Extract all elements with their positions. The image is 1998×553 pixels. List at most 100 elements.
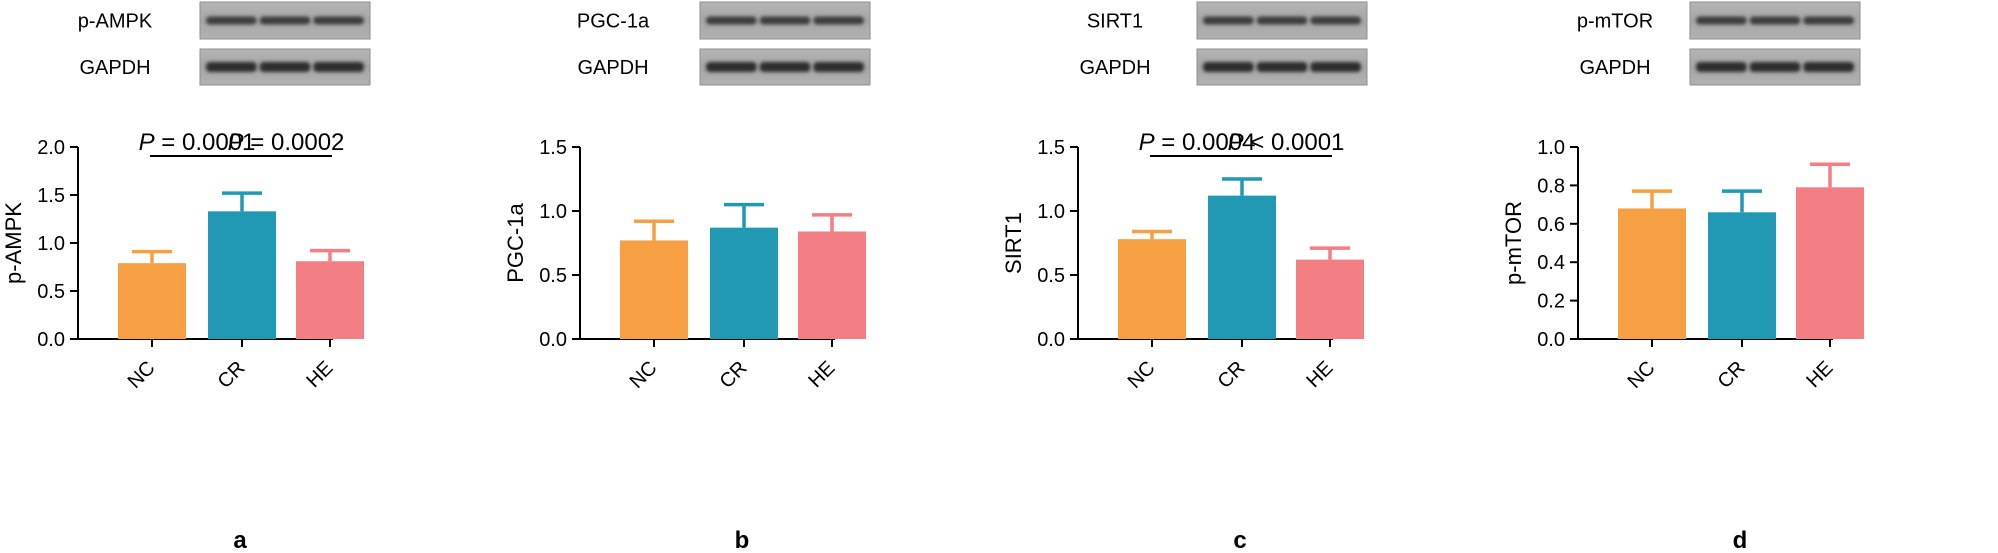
y-axis-label: p-mTOR [1501,201,1526,285]
y-axis-label: p-AMPK [1,202,26,284]
blot-strip-sirt1 [1196,1,1368,40]
blot-band [706,16,757,25]
panel-label: b [735,527,750,553]
panel-d: p-mTOR GAPDH 0.0 0.2 0.4 0.6 0.8 1.0 p-mTOR NC CR H… [1501,1,1864,553]
blot-band [813,16,864,25]
y-axis-label: PGC-1a [503,203,528,283]
y-tick-label: 0.4 [1537,252,1565,274]
blot-band [1749,62,1801,72]
bar-he [798,231,866,339]
blot-strip-gapdh [1689,48,1861,86]
bar-nc [1118,239,1186,339]
y-axis-label: SIRT1 [1001,212,1026,274]
blot-band [1696,62,1747,72]
category-label-he: HE [1802,357,1837,392]
category-label-nc: NC [626,357,662,393]
category-label-nc: NC [124,357,160,393]
p-value-label: P = 0.0004 [1139,129,1256,156]
category-label-cr: CR [1214,357,1250,393]
blot-label: p-mTOR [1577,11,1653,33]
blot-band [206,62,257,72]
panel-label: a [233,527,247,553]
y-tick-label: 0.6 [1537,214,1565,236]
category-label-nc: NC [1624,357,1660,393]
bar-he [296,261,364,339]
blot-strip-p-mtor [1689,1,1861,40]
blot-band [1256,62,1308,72]
y-tick-label: 1.5 [37,185,65,207]
y-tick-label: 1.0 [1037,201,1065,223]
y-tick-label: 2.0 [37,137,65,159]
category-label-he: HE [302,357,337,392]
bar-nc [1618,208,1686,339]
blot-label: p-AMPK [78,11,153,33]
panel-label: c [1233,527,1246,553]
blot-band [759,16,811,25]
p-value-label: P = 0.0001 [139,129,256,156]
y-tick-label: 0.5 [1037,265,1065,287]
y-tick-label: 0.8 [1537,175,1565,197]
blot-band [1749,16,1801,25]
p-value-label: P < 0.0001 [1228,129,1345,156]
blot-label: GAPDH [1079,57,1150,79]
blot-band [313,62,364,72]
category-label-nc: NC [1124,357,1160,393]
y-tick-label: 0.0 [539,329,567,351]
blot-band [313,16,364,25]
y-tick-label: 1.0 [539,201,567,223]
blot-band [259,62,311,72]
y-tick-label: 1.5 [1037,137,1065,159]
y-tick-label: 1.0 [1537,137,1565,159]
category-label-he: HE [804,357,839,392]
bar-cr [1708,212,1776,339]
category-label-cr: CR [214,357,250,393]
y-tick-label: 0.0 [1537,329,1565,351]
blot-label: PGC-1a [577,11,650,33]
blot-strip-p-ampk [199,1,371,40]
blot-band [1310,62,1361,72]
blot-strip-gapdh [199,48,371,86]
panel-b: PGC-1a GAPDH 0.0 0.5 1.0 1.5 PGC-1a NC CR HE b [503,1,871,553]
blot-band [1203,62,1254,72]
category-label-cr: CR [716,357,752,393]
panel-c: SIRT1 GAPDH 0.0 0.5 1.0 1.5 SIRT1 NC CR HE P = 0.0… [1001,1,1368,553]
blot-band [206,16,257,25]
y-tick-label: 1.5 [539,137,567,159]
y-tick-label: 0.5 [539,265,567,287]
bar-cr [1208,195,1276,339]
y-tick-label: 0.2 [1537,291,1565,313]
category-label-he: HE [1302,357,1337,392]
blot-band [1256,16,1308,25]
category-label-cr: CR [1714,357,1750,393]
blot-label: SIRT1 [1087,11,1143,33]
bar-nc [620,240,688,339]
blot-label: GAPDH [79,57,150,79]
y-tick-label: 0.0 [37,329,65,351]
blot-band [1696,16,1747,25]
blot-label: GAPDH [577,57,648,79]
panel-label: d [1733,527,1748,553]
y-tick-label: 1.0 [37,233,65,255]
blot-band [259,16,311,25]
blot-strip-pgc-1a [699,1,871,40]
blot-band [759,62,811,72]
panel-a: p-AMPK GAPDH 0.0 0.5 1.0 1.5 2.0 p-AMPK NC CR HE P … [1,1,371,553]
blot-strip-gapdh [699,48,871,86]
blot-band [706,62,757,72]
bar-he [1296,259,1364,339]
blot-band [1310,16,1361,25]
blot-strip-gapdh [1196,48,1368,86]
bar-cr [208,211,276,339]
blot-band [1803,16,1854,25]
bar-nc [118,263,186,339]
bar-cr [710,227,778,339]
bar-he [1796,187,1864,339]
y-tick-label: 0.5 [37,281,65,303]
p-value-label: P = 0.0002 [228,129,345,156]
blot-band [1803,62,1854,72]
y-tick-label: 0.0 [1037,329,1065,351]
blot-band [1203,16,1254,25]
blot-label: GAPDH [1579,57,1650,79]
blot-band [813,62,864,72]
